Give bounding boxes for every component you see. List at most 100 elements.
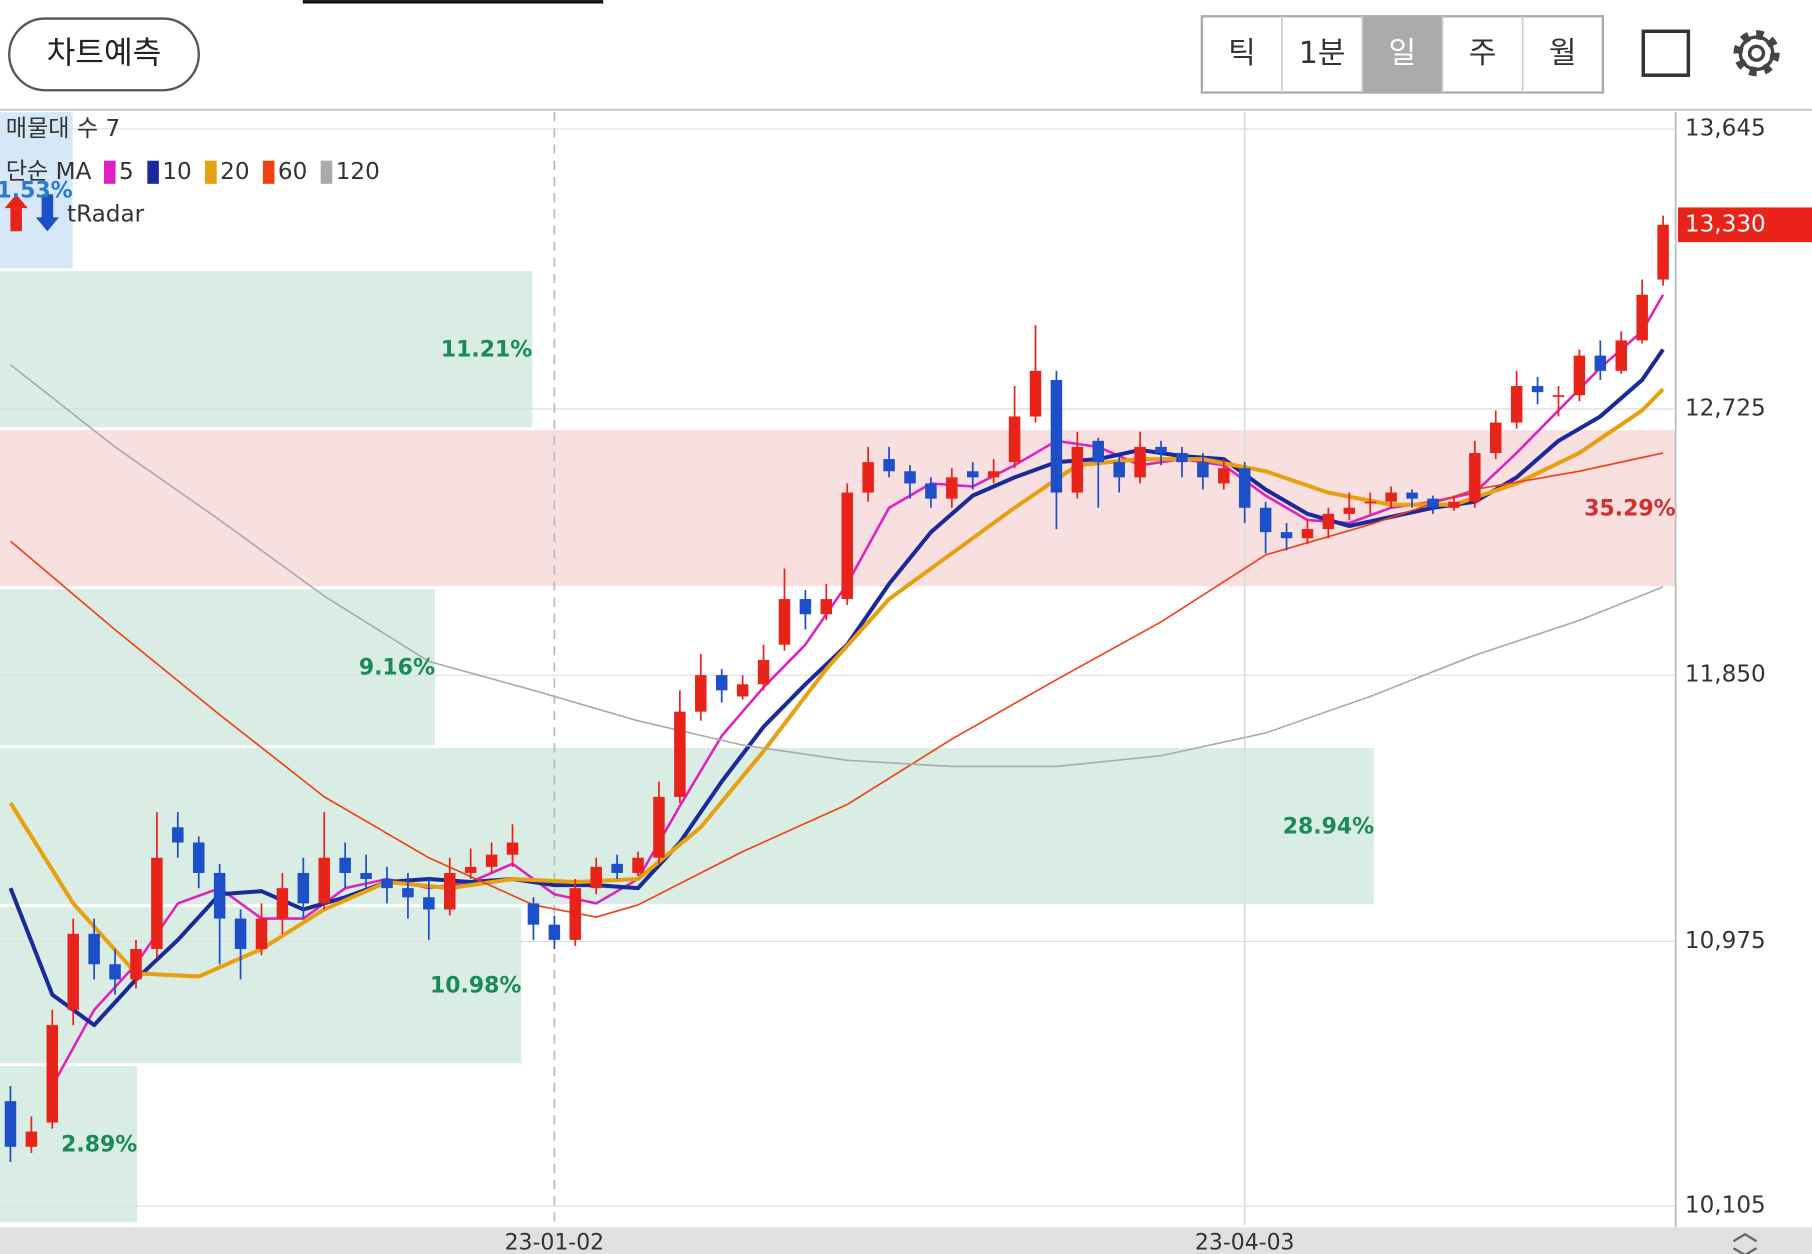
candle-body — [485, 854, 498, 867]
plot-area — [0, 112, 1676, 1226]
price-tag-label: 13,330 — [1685, 211, 1766, 237]
candle-body — [172, 827, 184, 843]
candle-body — [1469, 452, 1481, 502]
predict-button[interactable]: 차트예측 — [8, 17, 200, 92]
candle-body — [1050, 379, 1063, 493]
candle-body — [1385, 492, 1397, 502]
period-button[interactable]: 월 — [1521, 16, 1577, 93]
ma-line — [8, 387, 1665, 979]
tab-indicator — [302, 0, 604, 4]
candle-body — [799, 599, 812, 615]
candle-body — [1343, 507, 1356, 514]
candle-body — [1552, 395, 1565, 397]
candle-body — [1573, 355, 1586, 396]
scroll-handle[interactable] — [1732, 1232, 1758, 1254]
legend-label: 20 — [220, 159, 249, 185]
candle-body — [674, 711, 686, 797]
legend-label: 10 — [162, 159, 191, 185]
up-arrow — [4, 194, 28, 232]
down-arrow — [35, 194, 59, 232]
y-tick-label: 11,850 — [1685, 662, 1766, 688]
profile-bar — [0, 271, 533, 428]
legend-label: 120 — [336, 159, 380, 185]
profile-bar — [0, 748, 1375, 905]
period-button[interactable]: 주 — [1441, 16, 1496, 93]
candle-body — [1489, 422, 1502, 453]
candle-body — [192, 842, 205, 873]
candle-body — [966, 471, 979, 478]
candle-body — [360, 872, 372, 880]
candle-body — [527, 903, 540, 925]
candle-body — [1176, 452, 1188, 463]
candle-body — [1008, 416, 1021, 463]
candle-body — [276, 888, 289, 919]
profile-label: 9.16% — [359, 656, 435, 681]
candle-body — [1134, 446, 1146, 478]
period-label: 일 — [1389, 36, 1417, 71]
period-button[interactable]: 틱 — [1228, 36, 1256, 71]
candle-body — [946, 477, 958, 499]
price-tag — [1677, 207, 1812, 243]
period-label: 1분 — [1299, 36, 1346, 71]
profile-label: 28.94% — [1283, 815, 1374, 840]
profile-label: 11.21% — [441, 338, 532, 363]
ma-line — [10, 364, 1664, 768]
candle-body — [1113, 462, 1125, 478]
period-button[interactable]: 1분 — [1281, 16, 1346, 93]
period-label: 틱 — [1228, 36, 1256, 71]
candle-body — [653, 796, 665, 858]
candle-body — [1594, 355, 1607, 371]
candle-body — [1092, 440, 1105, 463]
ma-line — [9, 452, 1664, 918]
candle-body — [590, 866, 602, 889]
candle-body — [715, 675, 728, 691]
period-selector: 틱 1분 일 주 월 — [1200, 15, 1604, 94]
candle-body — [820, 599, 833, 615]
candle-body — [339, 857, 351, 873]
radar-arrows — [4, 194, 59, 232]
period-label: 월 — [1549, 36, 1577, 71]
candle-body — [1238, 468, 1251, 508]
candle-body — [841, 492, 853, 600]
candle-body — [1071, 446, 1084, 493]
settings-icon[interactable] — [1733, 30, 1780, 77]
candle-body — [423, 897, 435, 910]
candle-body — [1259, 507, 1272, 533]
candle-body — [987, 471, 1000, 478]
candle-body — [1301, 529, 1314, 539]
profile-bar — [0, 112, 73, 269]
checkbox[interactable] — [1641, 29, 1691, 77]
legend-swatch — [320, 160, 333, 184]
period-button[interactable]: 일 — [1361, 16, 1443, 93]
y-tick-label: 13,645 — [1685, 115, 1766, 141]
candle-body — [1322, 513, 1335, 530]
legend-swatch — [205, 160, 217, 184]
x-tick-label: 23-01-02 — [505, 1231, 605, 1254]
radar-label: tRadar — [67, 202, 145, 228]
candle-body — [151, 857, 163, 950]
candle-body — [1448, 501, 1460, 508]
candle-body — [1427, 498, 1439, 508]
y-tick-label: 10,975 — [1685, 928, 1766, 954]
candle-body — [402, 888, 414, 898]
gear-teeth — [1733, 30, 1780, 77]
selected-background — [1362, 16, 1443, 93]
candle-body — [1364, 501, 1376, 504]
candle-body — [506, 842, 519, 855]
ma-label: 단순 MA — [6, 159, 92, 185]
candle-body — [1510, 386, 1523, 423]
candle-body — [632, 857, 644, 873]
legend-label: 60 — [278, 159, 307, 185]
candle-body — [1029, 370, 1042, 417]
candle-body — [904, 471, 916, 484]
x-tick-label: 23-04-03 — [1195, 1231, 1295, 1254]
legend-swatch — [147, 160, 159, 184]
candle-body — [234, 918, 247, 950]
profile-bar — [0, 1066, 138, 1223]
candle-body — [757, 659, 770, 685]
candle-body — [1155, 446, 1167, 453]
candle-body — [4, 1101, 17, 1147]
candle-body — [736, 684, 749, 697]
candle-body — [548, 924, 561, 940]
candle-body — [1197, 462, 1209, 478]
